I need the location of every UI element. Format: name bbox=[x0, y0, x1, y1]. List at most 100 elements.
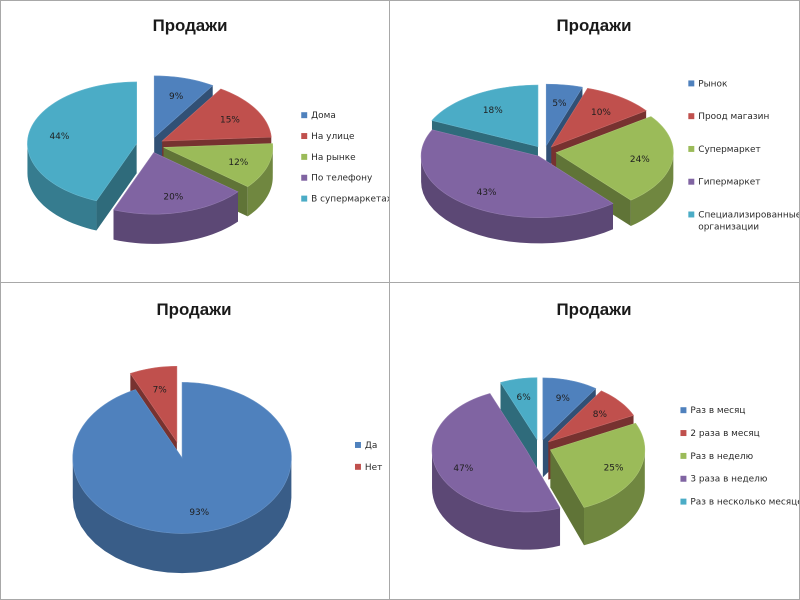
slice-top bbox=[129, 365, 178, 443]
slice-rim bbox=[630, 152, 674, 226]
legend-swatch bbox=[680, 452, 687, 459]
slice-rim bbox=[72, 457, 292, 574]
chart-legend: Раз в месяц 2 раза в месяц Раз в неделю 3 р… bbox=[680, 406, 799, 508]
slice-label: 43% bbox=[477, 188, 497, 198]
slice-top bbox=[431, 84, 539, 148]
slice-label: 47% bbox=[453, 464, 473, 474]
slice-label: 6% bbox=[517, 393, 531, 403]
slice-label: 15% bbox=[220, 115, 240, 125]
slice-rim bbox=[432, 450, 561, 550]
chart-title: Продажи bbox=[557, 16, 632, 35]
legend-label: По телефону bbox=[311, 174, 373, 184]
slice-top bbox=[161, 88, 272, 142]
slice-top bbox=[555, 116, 674, 201]
slice-rim bbox=[247, 147, 273, 217]
slice-top bbox=[163, 143, 274, 187]
legend-label: 2 раза в месяц bbox=[690, 429, 759, 439]
legend-swatch bbox=[680, 475, 687, 482]
slice-top bbox=[27, 81, 137, 202]
legend-label: Дома bbox=[311, 111, 336, 121]
legend-label: 3 раза в неделю bbox=[690, 475, 767, 485]
legend-item: Рынок bbox=[688, 79, 728, 89]
legend-label: Раз в месяц bbox=[690, 406, 745, 416]
slice-label: 9% bbox=[169, 92, 183, 102]
legend-item: По телефону bbox=[301, 174, 373, 184]
legend-item: 2 раза в месяц bbox=[680, 429, 760, 439]
pie-chart-1: Продажи 9% 15% 12% 20% 44% Дома На улице На рын… bbox=[27, 16, 389, 244]
slice-label: 24% bbox=[630, 155, 650, 165]
legend-label: Раз в несколько месяцев bbox=[690, 498, 799, 508]
slice-rim bbox=[27, 143, 97, 231]
legend-item: Нет bbox=[354, 463, 382, 473]
slice-в-супермаркетах bbox=[27, 81, 137, 231]
legend-item: Раз в месяц bbox=[680, 406, 745, 416]
legend-item: Гипермаркет bbox=[688, 178, 760, 188]
slice-rim bbox=[421, 156, 613, 244]
legend-swatch bbox=[301, 112, 308, 119]
legend-label: Специализированные организации bbox=[698, 210, 799, 232]
legend-item: Проод магазин bbox=[688, 112, 769, 122]
slice-top bbox=[545, 83, 583, 147]
slice-раз-в-неделю bbox=[549, 422, 646, 546]
legend-item: На рынке bbox=[301, 153, 356, 163]
legend-label: На улице bbox=[311, 132, 355, 142]
legend-label: Супермаркет bbox=[698, 145, 760, 155]
legend-label: Нет bbox=[365, 463, 382, 473]
pie-chart-4: Продажи 9% 8% 25% 47% 6% Раз в месяц 2 раза в … bbox=[431, 300, 799, 550]
legend-swatch bbox=[688, 145, 695, 152]
chart-panel-2: Продажи 5% 10% 24% 43% 18% Рынок Проод магазин… bbox=[389, 0, 800, 283]
slice-label: 44% bbox=[49, 132, 69, 142]
legend-item: Супермаркет bbox=[688, 145, 761, 155]
chart-title: Продажи bbox=[153, 16, 228, 35]
slice-top bbox=[431, 393, 561, 513]
slice-rim bbox=[584, 449, 645, 546]
slice-top bbox=[420, 129, 614, 218]
pie-body bbox=[420, 83, 674, 244]
legend-item: Раз в неделю bbox=[680, 452, 754, 462]
slice-wall bbox=[96, 143, 137, 231]
legend-label: Да bbox=[365, 441, 377, 451]
legend-swatch bbox=[680, 407, 687, 414]
slice-label: 7% bbox=[153, 386, 167, 396]
slice-label: 25% bbox=[604, 463, 624, 473]
slice-top bbox=[72, 382, 292, 534]
chart-panel-3: Продажи 93% 7% Да Нет bbox=[0, 282, 390, 600]
chart-legend: Рынок Проод магазин Супермаркет Гипермаркет… bbox=[688, 79, 799, 232]
slice-top bbox=[549, 422, 646, 508]
legend-item: Специализированные организации bbox=[688, 210, 799, 232]
legend-label: Гипермаркет bbox=[698, 178, 760, 188]
legend-swatch bbox=[301, 174, 308, 181]
legend-swatch bbox=[688, 211, 695, 218]
slice-rim bbox=[113, 191, 238, 244]
legend-swatch bbox=[301, 133, 308, 140]
chart-title: Продажи bbox=[157, 300, 232, 319]
slice-label: 8% bbox=[593, 410, 607, 420]
legend-swatch bbox=[680, 498, 687, 505]
chart-legend: Дома На улице На рынке По телефону В суперма… bbox=[301, 111, 389, 205]
legend-item: В супермаркетах bbox=[301, 195, 389, 205]
slice-label: 9% bbox=[556, 394, 570, 404]
pie-body bbox=[72, 365, 292, 574]
chart-panel-1: Продажи 9% 15% 12% 20% 44% Дома На улице На рын… bbox=[0, 0, 390, 283]
slice-label: 18% bbox=[483, 106, 503, 116]
slice-top bbox=[113, 152, 239, 215]
chart-title: Продажи bbox=[557, 300, 632, 319]
legend-item: Раз в несколько месяцев bbox=[680, 498, 799, 508]
slice-3-раза-в-неделю bbox=[431, 393, 561, 550]
legend-item: 3 раза в неделю bbox=[680, 475, 768, 485]
slice-top bbox=[548, 390, 635, 443]
legend-label: Рынок bbox=[698, 79, 728, 89]
legend-swatch bbox=[688, 178, 695, 185]
legend-swatch bbox=[354, 441, 361, 448]
legend-swatch bbox=[688, 80, 695, 87]
slice-wall bbox=[550, 449, 585, 546]
slice-top bbox=[500, 377, 538, 441]
pie-body bbox=[27, 75, 274, 244]
chart-legend: Да Нет bbox=[354, 441, 382, 473]
legend-label: Проод магазин bbox=[698, 112, 769, 122]
slice-гипермаркет bbox=[420, 129, 614, 244]
legend-swatch bbox=[688, 113, 695, 120]
legend-item: Да bbox=[354, 441, 377, 451]
pie-chart-2: Продажи 5% 10% 24% 43% 18% Рынок Проод магазин… bbox=[420, 16, 799, 244]
